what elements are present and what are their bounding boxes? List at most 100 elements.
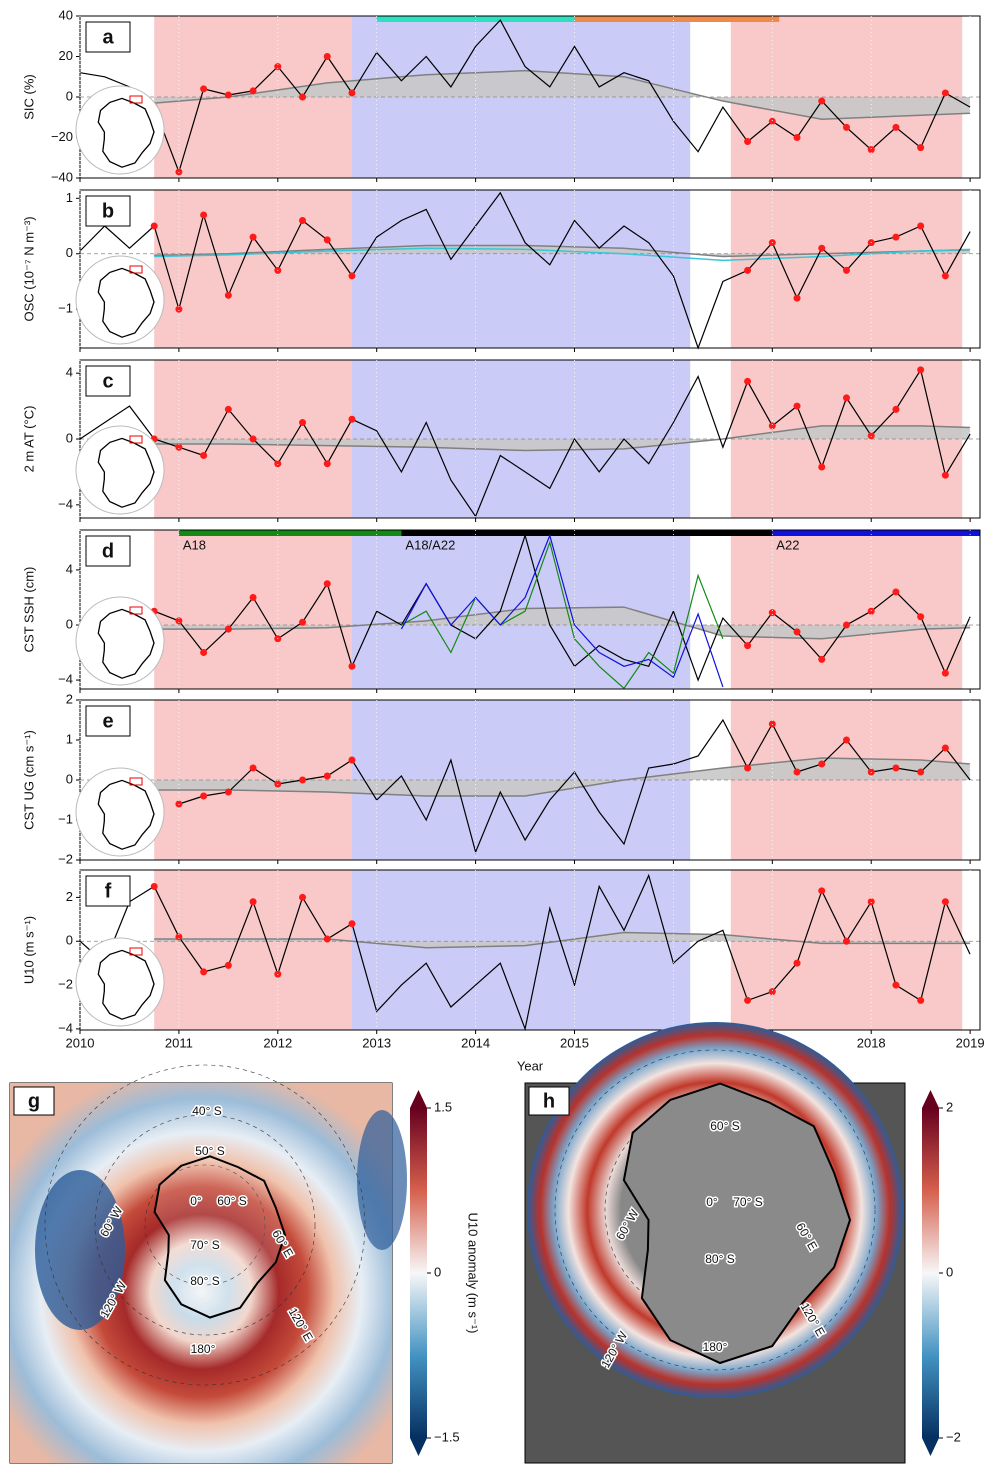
map-label: 70° S [190, 1238, 219, 1252]
map-graticule [554, 1049, 876, 1371]
highlight-dot [249, 898, 257, 906]
event-bar [376, 16, 575, 22]
inset-region [129, 606, 143, 615]
highlight-dot [348, 662, 356, 670]
event-bar [401, 530, 773, 536]
highlight-dot [744, 377, 752, 385]
highlight-dot [299, 93, 307, 101]
map-graticule [44, 1064, 366, 1386]
period-shade [154, 530, 352, 689]
highlight-dot [892, 123, 900, 131]
highlight-dot [249, 87, 257, 95]
highlight-dot [818, 887, 826, 895]
y-tick-label: 0 [66, 88, 73, 103]
highlight-dot [917, 768, 925, 776]
data-line [401, 540, 724, 690]
highlight-dot [818, 760, 826, 768]
y-axis-title: OSC (10⁻⁷ N m⁻³) [21, 216, 36, 321]
y-axis-title: 2 m AT (°C) [21, 406, 36, 473]
y-tick-label: −4 [58, 496, 73, 511]
highlight-dot [818, 463, 826, 471]
highlight-dot [175, 617, 183, 625]
panel-label-box [13, 1086, 55, 1116]
highlight-dot [249, 593, 257, 601]
highlight-dot [768, 609, 776, 617]
trend-line [154, 931, 971, 949]
inset-region [129, 947, 143, 956]
highlight-dot [200, 649, 208, 657]
trend-band [154, 758, 971, 796]
y-tick-label: −4 [58, 1020, 73, 1035]
x-tick-label: 2013 [362, 1035, 391, 1050]
highlight-dot [842, 266, 850, 274]
event-bar [178, 530, 402, 536]
y-tick-label: 0 [66, 430, 73, 445]
highlight-dot [224, 91, 232, 99]
highlight-dot [299, 419, 307, 427]
highlight-dot [867, 607, 875, 615]
x-tick-label: 2012 [263, 1035, 292, 1050]
highlight-dot [818, 244, 826, 252]
colorbar-cap [410, 1438, 427, 1456]
map-label: 40° S [192, 1104, 221, 1118]
highlight-dot [744, 764, 752, 772]
period-shade [154, 870, 352, 1030]
map-label: 180° [703, 1340, 728, 1354]
highlight-dot [768, 988, 776, 996]
highlight-dot [892, 405, 900, 413]
y-axis-title: CST SSH (cm) [21, 567, 36, 653]
event-label: A18 [183, 537, 206, 552]
highlight-dot [793, 134, 801, 141]
highlight-dot [793, 959, 801, 967]
panel-label: f [105, 880, 112, 902]
map-antarctica [153, 1155, 287, 1319]
y-axis-title: CST UG (cm s⁻¹) [21, 730, 36, 830]
trend-line [154, 247, 971, 262]
y-axis-title: U10 (m s⁻¹) [21, 916, 36, 984]
highlight-dot [249, 764, 257, 772]
highlight-dot [768, 422, 776, 430]
highlight-dot [917, 366, 925, 374]
highlight-dot [323, 935, 331, 943]
highlight-dot [842, 937, 850, 945]
panel-label-box [528, 1086, 570, 1116]
highlight-dot [150, 882, 158, 890]
map-graticule [144, 1164, 266, 1286]
y-tick-label: 4 [66, 365, 73, 380]
inset-antarctica [97, 267, 155, 338]
y-tick-label: 0 [66, 771, 73, 786]
trend-band [154, 607, 971, 639]
x-tick-label: 2011 [165, 1035, 193, 1050]
colorbar-tick-label: 2 [946, 1099, 953, 1114]
highlight-dot [892, 981, 900, 989]
y-tick-label: 4 [66, 561, 73, 576]
map-label: 60° S [710, 1119, 739, 1133]
panel-label-box [85, 365, 131, 397]
inset-antarctica [97, 608, 155, 679]
y-tick-label: 0 [66, 616, 73, 631]
x-tick-label: 2014 [461, 1035, 490, 1050]
x-tick-label: 2018 [857, 1035, 886, 1050]
panel-label-box [85, 705, 131, 737]
highlight-dot [941, 272, 949, 280]
highlight-dot [323, 53, 331, 60]
colorbar-tick-label: 0 [434, 1264, 441, 1279]
highlight-dot [941, 471, 949, 479]
map-label: 50° S [195, 1144, 224, 1158]
trend-band [154, 932, 971, 948]
highlight-dot [224, 291, 232, 299]
highlight-dot [224, 405, 232, 413]
highlight-dot [941, 669, 949, 677]
data-line [400, 533, 724, 688]
highlight-dot [299, 893, 307, 901]
highlight-dot [299, 618, 307, 626]
y-tick-label: 1 [66, 731, 73, 746]
highlight-dot [941, 89, 949, 97]
colorbar-tick-label: 1.5 [434, 1099, 452, 1114]
map-label: 0° [706, 1195, 718, 1209]
panel-label: h [543, 1090, 555, 1112]
map-label: 70° S [733, 1195, 762, 1209]
inset-antarctica [97, 97, 155, 168]
highlight-dot [150, 222, 158, 230]
